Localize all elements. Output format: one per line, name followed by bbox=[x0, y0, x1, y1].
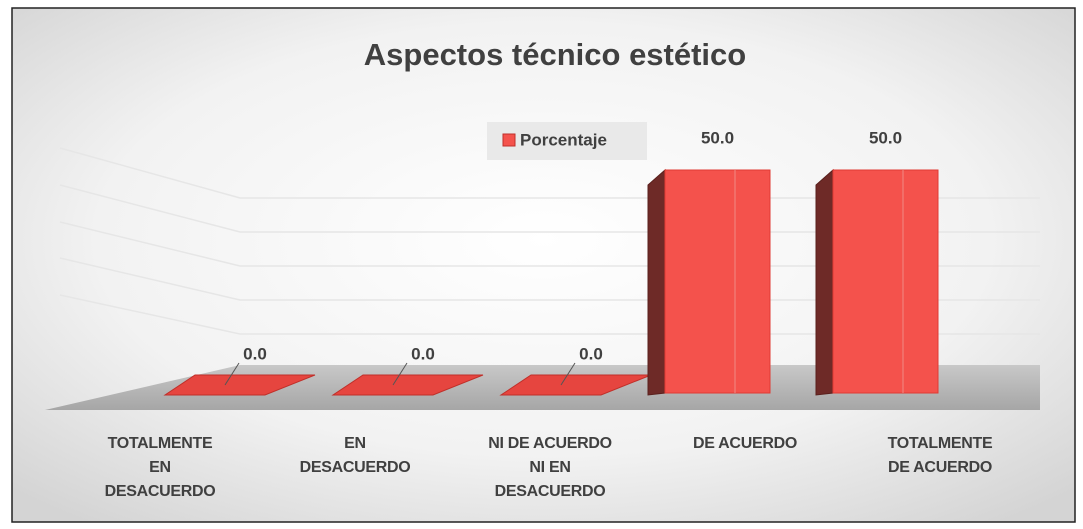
value-label: 50.0 bbox=[869, 128, 902, 147]
bar bbox=[331, 374, 484, 396]
bar-side bbox=[815, 168, 834, 396]
x-tick-label: EN DESACUERDO bbox=[299, 435, 411, 476]
bar bbox=[163, 374, 316, 396]
legend-label: Porcentaje bbox=[520, 130, 607, 149]
bar-side bbox=[647, 168, 666, 396]
x-tick-label: NI DE ACUERDO NI EN DESACUERDO bbox=[488, 435, 612, 500]
bar bbox=[832, 169, 939, 394]
x-tick-label: TOTALMENTE EN DESACUERDO bbox=[104, 435, 216, 500]
value-label: 50.0 bbox=[701, 128, 734, 147]
leader-line bbox=[392, 362, 408, 386]
bar bbox=[664, 169, 771, 394]
value-label: 0.0 bbox=[411, 344, 435, 363]
leader-line bbox=[560, 362, 576, 386]
chart-title: Aspectos técnico estético bbox=[364, 37, 746, 72]
value-label: 0.0 bbox=[579, 344, 603, 363]
leader-line bbox=[224, 362, 240, 386]
grid bbox=[59, 147, 1040, 335]
value-label: 0.0 bbox=[243, 344, 267, 363]
x-tick-label: DE ACUERDO bbox=[693, 435, 797, 452]
legend-swatch bbox=[502, 133, 516, 147]
x-tick-label: TOTALMENTE DE ACUERDO bbox=[887, 435, 993, 476]
